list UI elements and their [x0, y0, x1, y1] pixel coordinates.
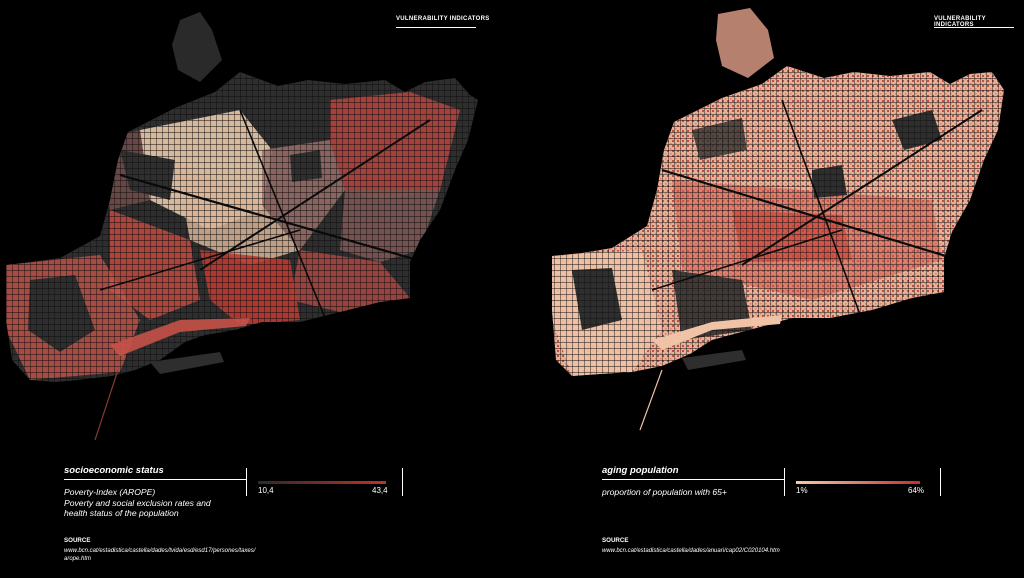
section-header: VULNERABILITY INDICATORS	[396, 16, 490, 22]
divider-left	[784, 468, 785, 496]
legend-gradient	[796, 481, 920, 484]
port-pier	[652, 315, 782, 350]
legend-gradient	[258, 481, 386, 484]
map-socioeconomic	[6, 12, 478, 441]
indicator-title: aging population	[602, 465, 679, 476]
map-aging	[552, 8, 1004, 431]
legend-min: 10,4	[258, 486, 274, 495]
legend-max: 64%	[908, 486, 925, 495]
indicator-title: socioeconomic status	[64, 465, 164, 476]
port-pier	[110, 318, 250, 356]
panel-aging: VULNERABILITY INDICATORS aging populatio…	[512, 0, 1024, 578]
divider-right	[402, 468, 403, 496]
hills-north	[172, 12, 222, 82]
header-underline	[934, 27, 1014, 28]
legend-max: 43,4	[372, 486, 388, 495]
source-heading: SOURCE	[602, 537, 629, 544]
source-url: www.bcn.cat/estadistica/castella/dades/a…	[602, 548, 780, 554]
legend-min: 1%	[796, 486, 808, 495]
source-heading: SOURCE	[64, 537, 91, 544]
divider-right	[940, 468, 941, 496]
section-header: VULNERABILITY INDICATORS	[934, 16, 986, 28]
title-rule	[602, 479, 784, 480]
breakwater	[639, 369, 663, 431]
divider-left	[246, 468, 247, 496]
panel-socioeconomic: VULNERABILITY INDICATORS socioeconomic s…	[6, 12, 490, 562]
title-rule	[64, 479, 246, 480]
description: Poverty-Index (AROPE) Poverty and social…	[64, 487, 211, 518]
hills-north	[716, 8, 774, 78]
header-underline	[396, 27, 476, 28]
source-url: www.bcn.cat/estadistica/castella/dades/t…	[64, 548, 256, 562]
description: proportion of population with 65+	[602, 487, 727, 497]
breakwater	[94, 369, 119, 441]
